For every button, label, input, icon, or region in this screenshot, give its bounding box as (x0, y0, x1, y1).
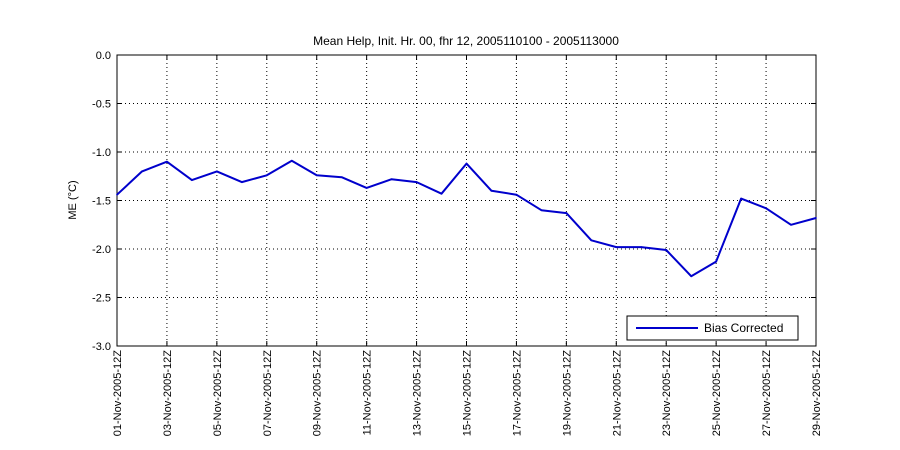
y-tick-label: -2.0 (92, 244, 111, 256)
data-point (765, 207, 767, 210)
data-point (290, 159, 293, 162)
y-tick-label: -1.5 (92, 196, 111, 208)
y-tick-label: -0.5 (92, 99, 111, 111)
x-tick-label: 03-Nov-2005-12Z (162, 350, 174, 436)
data-point (390, 178, 393, 180)
data-point (415, 181, 418, 183)
data-point (116, 193, 118, 196)
data-point (191, 179, 193, 181)
data-point (740, 197, 742, 200)
data-point (340, 176, 343, 179)
series-layer (116, 159, 817, 278)
data-point (665, 249, 668, 251)
data-point (265, 174, 268, 177)
data-point (490, 190, 493, 192)
y-tick-label: -1.0 (92, 147, 111, 159)
x-tick-label: 17-Nov-2005-12Z (511, 350, 523, 436)
data-point (640, 246, 643, 248)
data-point (790, 223, 792, 226)
data-point (315, 174, 318, 177)
y-tick-label: 0.0 (96, 50, 111, 62)
x-tick-label: 13-Nov-2005-12Z (412, 350, 424, 436)
data-point (540, 209, 543, 211)
y-tick-label: -3.0 (92, 341, 111, 353)
data-point (590, 239, 593, 242)
y-axis-label: ME (°C) (67, 180, 79, 219)
x-tick-label: 29-Nov-2005-12Z (811, 350, 823, 436)
data-point (365, 187, 368, 189)
data-point (166, 160, 168, 163)
data-point (815, 217, 817, 219)
chart-title: Mean Help, Init. Hr. 00, fhr 12, 2005110… (313, 34, 619, 48)
data-point (690, 275, 692, 277)
x-tick-label: 19-Nov-2005-12Z (561, 350, 573, 436)
y-axis: 0.0 -0.5 -1.0 -1.5 -2.0 -2.5 -3.0 (92, 50, 816, 353)
legend: Bias Corrected (626, 315, 799, 341)
data-point (565, 212, 568, 214)
x-tick-label: 15-Nov-2005-12Z (462, 350, 474, 436)
x-tick-label: 01-Nov-2005-12Z (112, 350, 124, 436)
legend-label-bias-corrected: Bias Corrected (704, 321, 783, 335)
data-point (715, 260, 717, 263)
data-point (241, 181, 243, 183)
x-tick-label: 09-Nov-2005-12Z (312, 350, 324, 436)
x-tick-label: 23-Nov-2005-12Z (661, 350, 673, 436)
data-point (465, 162, 468, 165)
x-tick-label: 27-Nov-2005-12Z (761, 350, 773, 436)
data-point (141, 170, 143, 173)
data-point (615, 246, 618, 248)
grid-lines (117, 55, 816, 346)
x-tick-label: 05-Nov-2005-12Z (212, 350, 224, 436)
x-tick-label: 11-Nov-2005-12Z (362, 350, 374, 436)
x-tick-label: 25-Nov-2005-12Z (711, 350, 723, 436)
x-tick-label: 21-Nov-2005-12Z (611, 350, 623, 436)
x-axis: 01-Nov-2005-12Z 03-Nov-2005-12Z 05-Nov-200… (112, 55, 823, 436)
data-point (515, 193, 518, 196)
data-point (216, 170, 218, 173)
y-tick-label: -2.5 (92, 293, 111, 305)
x-tick-label: 07-Nov-2005-12Z (262, 350, 274, 436)
data-point (440, 192, 443, 195)
